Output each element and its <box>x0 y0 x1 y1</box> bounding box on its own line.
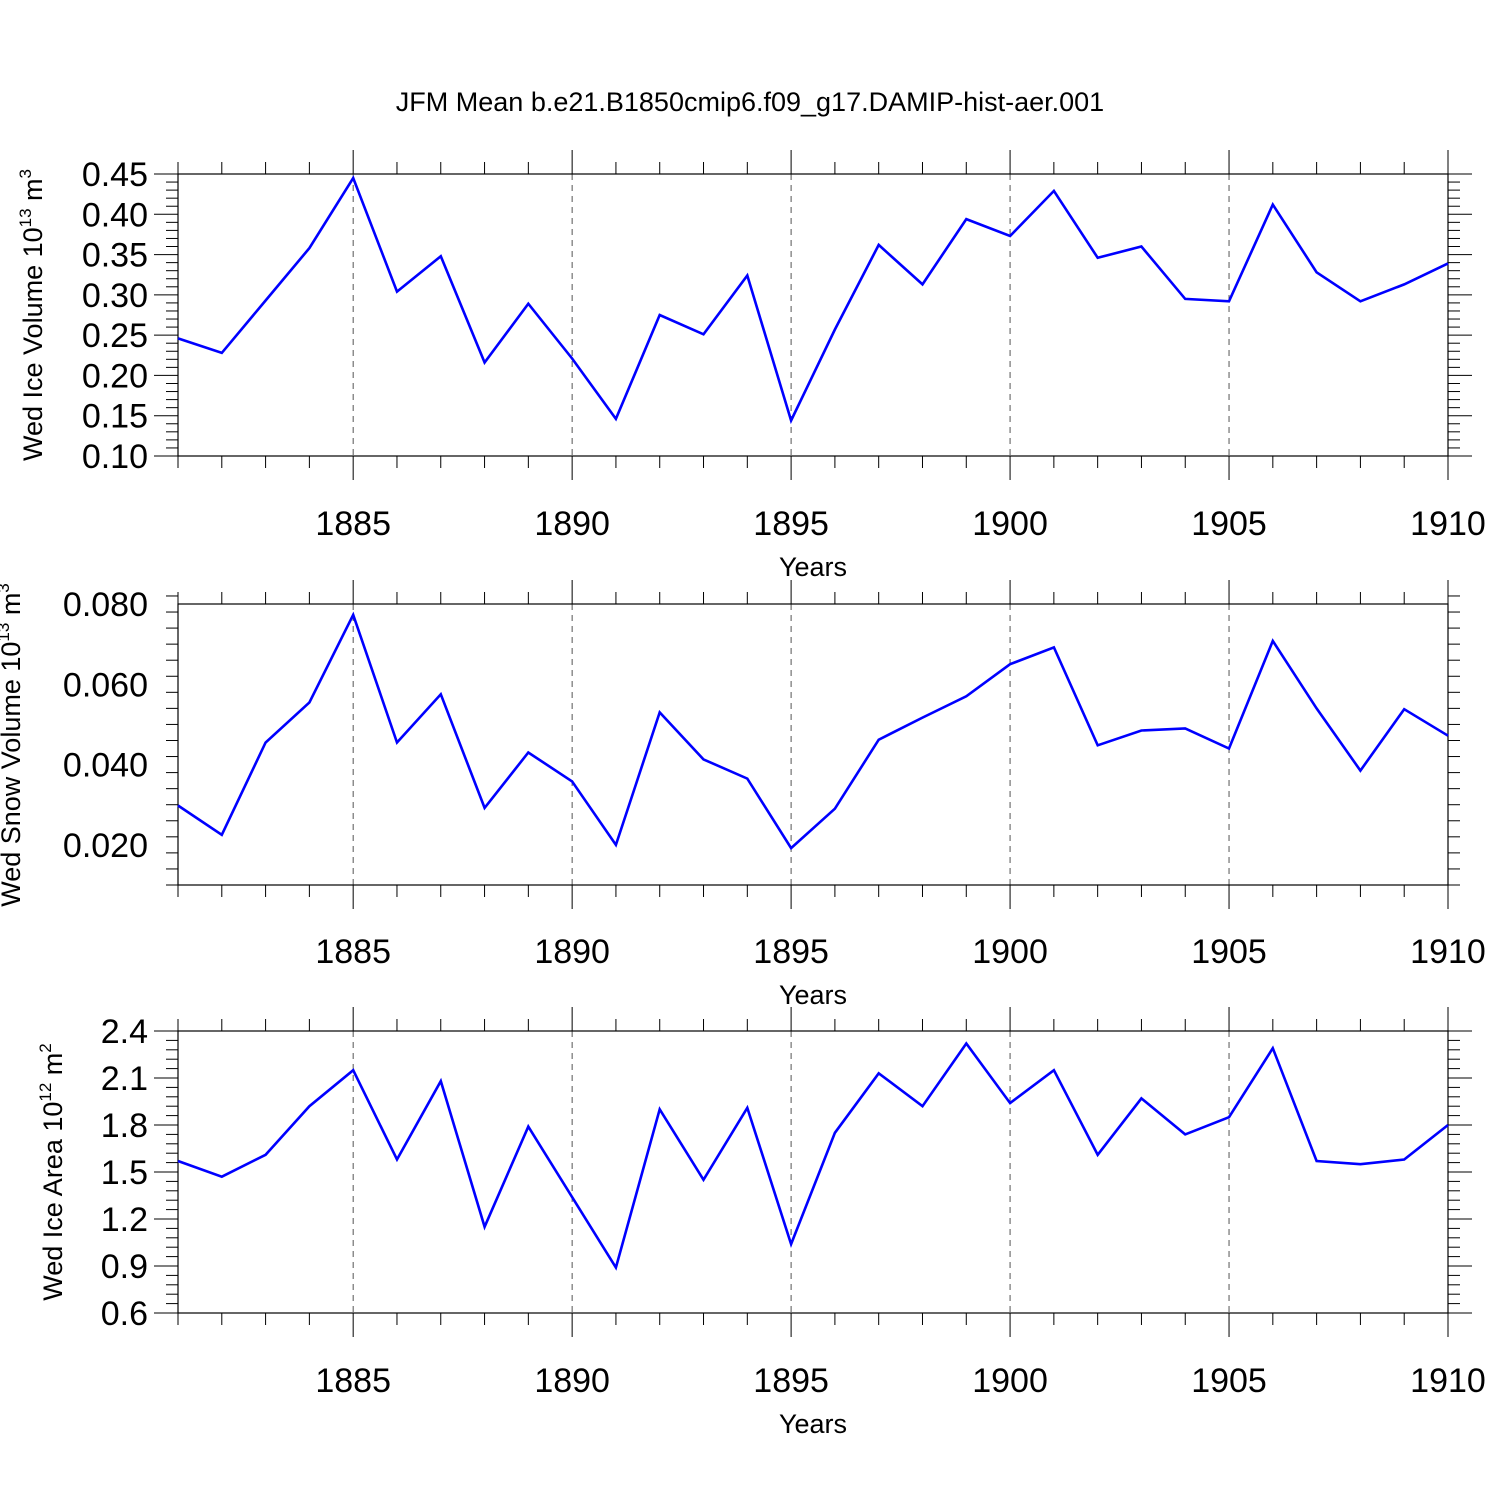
x-tick-label: 1900 <box>972 505 1048 543</box>
x-tick-label: 1895 <box>753 933 829 971</box>
y-axis-label: Wed Ice Area 1012 m2 <box>36 1043 68 1301</box>
x-axis-label: Years <box>779 1409 847 1439</box>
x-tick-label: 1885 <box>315 933 391 971</box>
y-tick-label: 0.9 <box>101 1248 148 1286</box>
panel-ice-area: 0.6 0.9 1.2 1.5 1.8 2.1 2.4 1885 1890 1895 1900 190… <box>36 1007 1486 1439</box>
plot-frame <box>177 173 1449 457</box>
y-tick-label: 0.10 <box>82 438 148 476</box>
y-tick-label: 0.40 <box>82 196 148 234</box>
panel-ice-volume: 0.100.150.200.250.300.350.400.45 1885 1890… <box>16 150 1486 582</box>
x-tick-label: 1905 <box>1191 933 1267 971</box>
x-tick-label: 1900 <box>972 1362 1048 1400</box>
x-tick-label: 1910 <box>1410 505 1486 543</box>
y-tick-label: 0.35 <box>82 237 148 275</box>
y-tick-label: 0.45 <box>82 156 148 194</box>
series-line-ice-volume <box>177 175 1449 425</box>
y-tick-label: 0.15 <box>82 398 148 436</box>
y-tick-label: 0.6 <box>101 1295 148 1333</box>
x-tick-label: 1905 <box>1191 505 1267 543</box>
y-tick-label: 0.080 <box>63 586 148 624</box>
y-tick-label: 0.040 <box>63 747 148 785</box>
y-axis-label: Wed Snow Volume 1013 m3 <box>0 583 26 907</box>
x-tick-label: 1895 <box>753 505 829 543</box>
y-axis-label: Wed Ice Volume 1013 m3 <box>16 169 48 461</box>
x-tick-label: 1910 <box>1410 1362 1486 1400</box>
y-tick-label: 1.2 <box>101 1201 148 1239</box>
y-tick-label: 0.020 <box>63 827 148 865</box>
panel-snow-volume: 0.020 0.040 0.060 0.080 1885 1890 1895 1900 1905… <box>0 580 1486 1010</box>
x-tick-label: 1900 <box>972 933 1048 971</box>
y-tick-label: 0.20 <box>82 357 148 395</box>
x-tick-label: 1890 <box>534 933 610 971</box>
plot-frame <box>177 603 1449 886</box>
x-tick-label: 1885 <box>315 1362 391 1400</box>
y-tick-label: 1.8 <box>101 1107 148 1145</box>
y-tick-label: 0.30 <box>82 277 148 315</box>
y-tick-label: 0.25 <box>82 317 148 355</box>
x-axis-label: Years <box>779 980 847 1010</box>
series-line-ice-area <box>177 1041 1449 1271</box>
x-tick-label: 1885 <box>315 505 391 543</box>
chart-title: JFM Mean b.e21.B1850cmip6.f09_g17.DAMIP-… <box>396 87 1104 117</box>
x-tick-label: 1910 <box>1410 933 1486 971</box>
x-axis-label: Years <box>779 552 847 582</box>
x-tick-label: 1905 <box>1191 1362 1267 1400</box>
y-tick-label: 2.4 <box>101 1013 148 1051</box>
x-tick-label: 1890 <box>534 505 610 543</box>
y-tick-label: 2.1 <box>101 1060 148 1098</box>
x-tick-label: 1895 <box>753 1362 829 1400</box>
x-tick-label: 1890 <box>534 1362 610 1400</box>
y-tick-label: 1.5 <box>101 1154 148 1192</box>
series-line-snow-volume <box>177 611 1449 851</box>
y-tick-label: 0.060 <box>63 666 148 704</box>
